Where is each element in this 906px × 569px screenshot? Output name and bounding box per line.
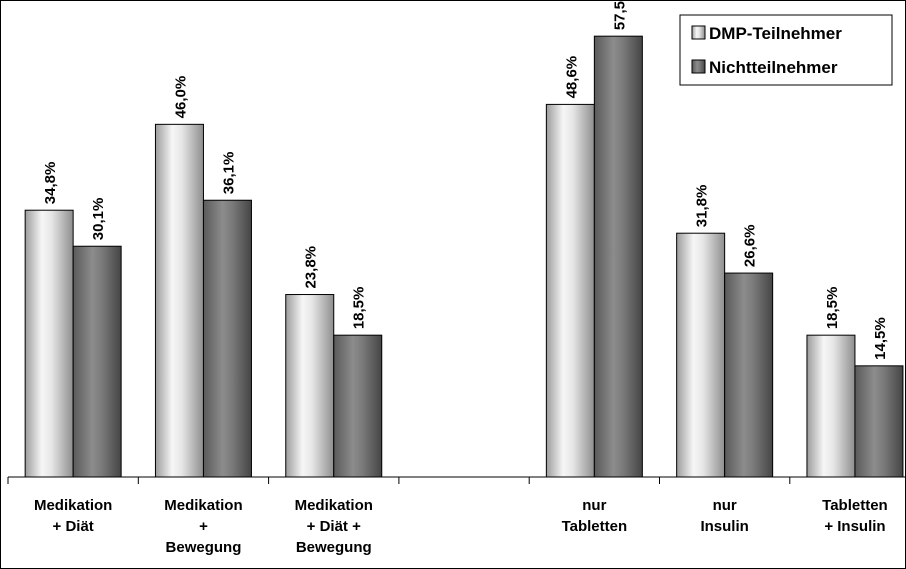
category-label-6-line-1: nur [713,497,737,514]
category-label-5-line-2: Tabletten [562,518,628,535]
bar-series-2-cat-3 [333,334,383,478]
bar-series-2-cat-2 [202,199,252,478]
value-label-series-1-cat-6: 31,8% [694,185,711,228]
bar-series-1-cat-6 [676,232,726,478]
legend-box [679,14,893,86]
value-label-series-1-cat-7: 18,5% [824,287,841,330]
category-label-2-line-2: + [199,518,208,535]
legend: DMP-Teilnehmer Nichtteilnehmer [679,14,893,86]
value-label-series-2-cat-7: 14,5% [872,317,889,360]
value-label-series-2-cat-3: 18,5% [351,287,368,330]
x-axis [7,476,906,484]
bar-series-2-cat-6 [724,272,774,478]
value-label-series-2-cat-1: 30,1% [90,198,107,241]
bar-series-2-cat-5 [593,35,643,478]
category-labels-layer: Medikation + Diät Medikation + Bewegung Medik… [34,497,888,556]
bar-series-1-cat-2 [154,123,204,478]
bar-series-1-cat-5 [545,103,595,478]
category-label-7-line-1: Tabletten [822,497,888,514]
value-label-series-1-cat-3: 23,8% [303,246,320,289]
category-label-1-line-1: Medikation [34,497,112,514]
category-label-3-line-3: Bewegung [296,539,372,556]
bar-series-1-cat-3 [285,294,335,478]
legend-label-series-1: DMP-Teilnehmer [709,24,842,43]
category-label-6-line-2: Insulin [700,518,748,535]
value-label-series-1-cat-2: 46,0% [172,76,189,119]
bar-series-2-cat-1 [72,245,122,478]
legend-label-series-2: Nichtteilnehmer [709,58,838,77]
legend-swatch-series-2 [691,59,706,74]
value-label-series-1-cat-1: 34,8% [42,162,59,205]
bar-series-1-cat-7 [806,334,856,478]
category-label-2-line-1: Medikation [164,497,242,514]
category-label-2-line-3: Bewegung [166,539,242,556]
legend-swatch-series-1 [691,25,706,40]
value-label-series-2-cat-6: 26,6% [742,225,759,268]
category-label-3-line-1: Medikation [295,497,373,514]
value-label-series-2-cat-2: 36,1% [220,152,237,195]
category-label-7-line-2: + Insulin [824,518,885,535]
bars-layer [24,35,904,478]
value-labels-layer: 34,8% 30,1% 46,0% 36,1% 23,8% 18,5% 48,6% 57,5%… [42,0,889,360]
category-label-3-line-2: + Diät + [307,518,361,535]
value-label-series-2-cat-5: 57,5% [611,0,628,30]
value-label-series-1-cat-5: 48,6% [563,56,580,99]
category-label-1-line-2: + Diät [53,518,94,535]
bar-series-2-cat-7 [854,365,904,478]
category-label-5-line-1: nur [582,497,606,514]
bar-series-1-cat-1 [24,209,74,478]
